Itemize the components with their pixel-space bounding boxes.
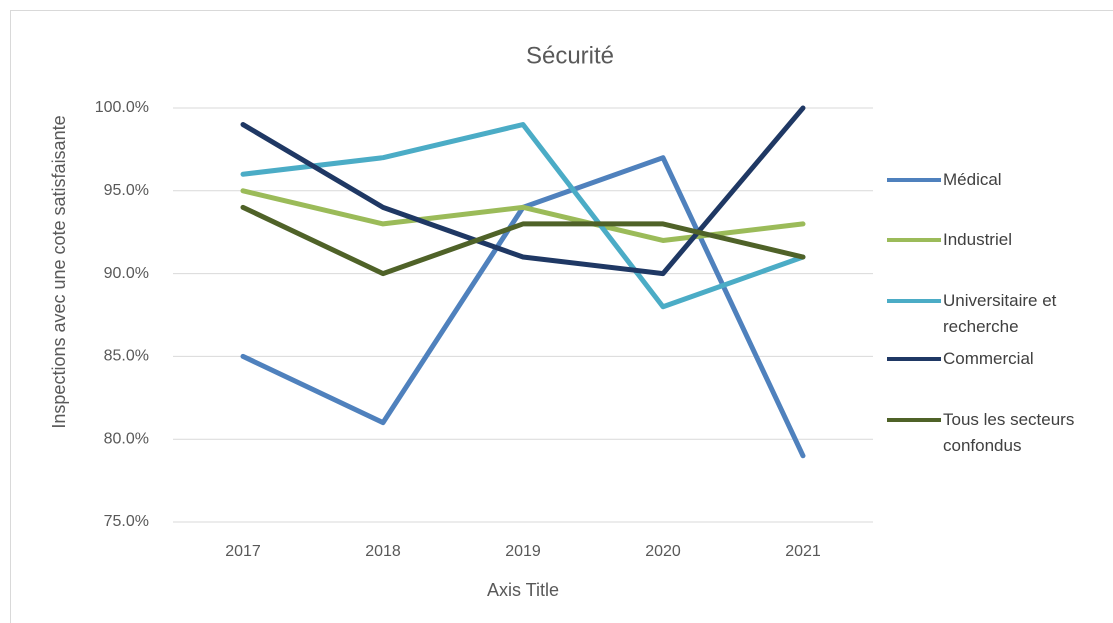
legend-swatch — [887, 418, 941, 422]
chart-title: Sécurité — [526, 42, 614, 69]
legend-item: Industriel — [887, 227, 1109, 253]
x-tick-label: 2018 — [365, 543, 401, 560]
legend-item: Tous les secteurs confondus — [887, 407, 1109, 459]
legend-swatch — [887, 299, 941, 303]
legend-item: Universitaire et recherche — [887, 288, 1109, 340]
chart-frame — [10, 10, 1113, 623]
legend-swatch — [887, 178, 941, 182]
line-series — [240, 105, 806, 277]
legend-swatch — [887, 357, 941, 361]
x-axis-title: Axis Title — [487, 580, 559, 600]
y-tick-label: 90.0% — [104, 265, 149, 282]
legend-label: Universitaire et recherche — [943, 291, 1057, 336]
legend-item: Commercial — [887, 346, 1109, 372]
x-tick-label: 2021 — [785, 543, 821, 560]
x-tick-label: 2020 — [645, 543, 681, 560]
y-axis-title: Inspections avec une cote satisfaisante — [49, 115, 69, 428]
y-tick-label: 100.0% — [95, 99, 149, 116]
legend-label: Commercial — [943, 349, 1034, 368]
legend-label: Médical — [943, 170, 1002, 189]
line-series — [240, 122, 806, 310]
y-tick-label: 95.0% — [104, 182, 149, 199]
legend-item: Médical — [887, 167, 1109, 193]
y-tick-label: 75.0% — [104, 513, 149, 530]
x-tick-label: 2017 — [225, 543, 261, 560]
y-tick-label: 80.0% — [104, 430, 149, 447]
legend-label: Industriel — [943, 230, 1012, 249]
legend-label: Tous les secteurs confondus — [943, 410, 1075, 455]
line-series — [240, 204, 806, 277]
x-tick-label: 2019 — [505, 543, 541, 560]
y-tick-label: 85.0% — [104, 348, 149, 365]
legend-swatch — [887, 238, 941, 242]
